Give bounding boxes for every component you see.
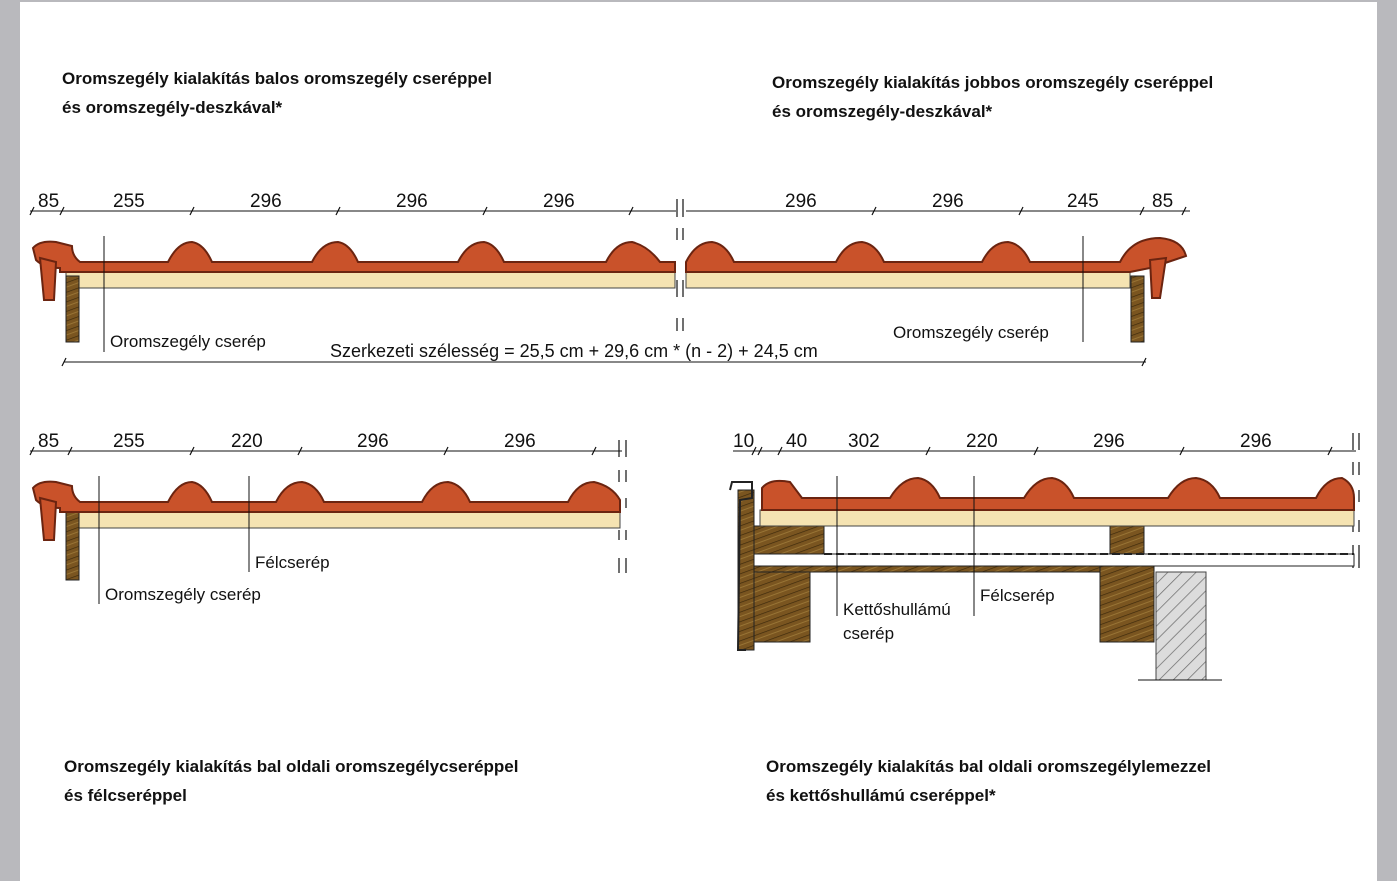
label-d1-verge-left: Oromszegély cserép [110,332,266,351]
verge-board-d1-right [1130,275,1145,343]
title-bottom-right: Oromszegély kialakítás bal oldali oromsz… [766,752,1211,810]
verge-tile-lip-d2 [38,496,58,541]
tile-row-d1-left [31,240,676,273]
tile-row-d3 [761,476,1355,511]
title-tr-line2: és oromszegély-deszkával* [772,102,993,121]
viewer-gutter-right [1377,0,1397,881]
dim-d1-l0: 85 [38,191,59,212]
dim-d1-r2: 245 [1067,191,1099,212]
dim-d3-2: 302 [848,431,880,452]
dim-d1-r3: 85 [1152,191,1173,212]
dimension-line-d2: 85 255 220 296 296 [29,431,622,456]
counter-batten-d3-right [1109,525,1145,555]
board-layer-d3 [753,553,1355,567]
dim-d2-3: 296 [357,431,389,452]
verge-flashing [729,481,753,651]
break-marker-d1 [676,199,684,331]
dim-d3-0: 10 [733,431,754,452]
batten-d3 [759,509,1355,527]
dim-d1-r1: 296 [932,191,964,212]
verge-tile-lip-d1-right [1148,256,1168,299]
dim-d1-l2: 296 [250,191,282,212]
title-br-line1: Oromszegély kialakítás bal oldali oromsz… [766,757,1212,776]
dim-d1-l1: 255 [113,191,145,212]
title-tl-line2: és oromszegély-deszkával* [62,98,283,117]
dim-d3-3: 220 [966,431,998,452]
roof-verge-drawing: 85 255 296 296 296 296 296 245 85 [29,191,1360,681]
dim-d2-4: 296 [504,431,536,452]
verge-board-d2 [65,511,80,581]
title-bl-line2: és félcseréppel [64,786,187,805]
tile-row-d2 [31,480,621,513]
diagram-3: 10 40 302 220 296 296 [729,431,1360,681]
title-tl-line1: Oromszegély kialakítás balos oromszegély… [62,69,492,88]
title-top-left: Oromszegély kialakítás balos oromszegély… [62,64,492,122]
title-br-line2: és kettőshullámú cseréppel* [766,786,996,805]
dim-d1-l4: 296 [543,191,575,212]
label-d3-half: Félcserép [980,586,1055,605]
batten-d1-right [685,271,1131,289]
tile-row-d1-right [685,236,1188,273]
rafter-right-d3 [1099,565,1155,643]
dimension-line-d1-right: 296 296 245 85 [686,191,1190,216]
dim-d2-0: 85 [38,431,59,452]
verge-board-d1-left [65,275,80,343]
masonry-wall [1155,571,1207,681]
rafter-left-d3 [753,571,811,643]
counter-batten-d3-left [753,525,825,555]
formula-text: Szerkezeti szélesség = 25,5 cm + 29,6 cm… [330,341,818,361]
rafter-top-d3 [753,565,1155,573]
dim-d3-1: 40 [786,431,807,452]
break-marker-d2 [618,440,627,573]
title-bottom-left: Oromszegély kialakítás bal oldali oromsz… [64,752,518,810]
diagram-1: 85 255 296 296 296 296 296 245 85 [29,191,1190,367]
title-top-right: Oromszegély kialakítás jobbos oromszegél… [772,68,1213,126]
document-page: Oromszegély kialakítás balos oromszegély… [20,2,1377,881]
label-d3-double-2: cserép [843,624,894,643]
dim-d1-r0: 296 [785,191,817,212]
dim-d2-2: 220 [231,431,263,452]
dimension-line-d3: 10 40 302 220 296 296 [733,431,1356,456]
verge-tile-lip-d1-left [38,256,58,301]
dim-d2-1: 255 [113,431,145,452]
batten-d2 [65,511,621,529]
dim-d1-l3: 296 [396,191,428,212]
label-d2-verge-tile: Oromszegély cserép [105,585,261,604]
dimension-line-d1-left: 85 255 296 296 296 [29,191,676,216]
dim-d3-5: 296 [1240,431,1272,452]
batten-d1-left [65,271,676,289]
label-d2-half-tile: Félcserép [255,553,330,572]
diagram-2: 85 255 220 296 296 Félcserép Oromszegély… [29,431,627,604]
title-tr-line1: Oromszegély kialakítás jobbos oromszegél… [772,73,1214,92]
title-bl-line1: Oromszegély kialakítás bal oldali oromsz… [64,757,519,776]
dim-d3-4: 296 [1093,431,1125,452]
label-d3-double-1: Kettőshullámú [843,600,951,619]
label-d1-verge-right: Oromszegély cserép [893,323,1049,342]
